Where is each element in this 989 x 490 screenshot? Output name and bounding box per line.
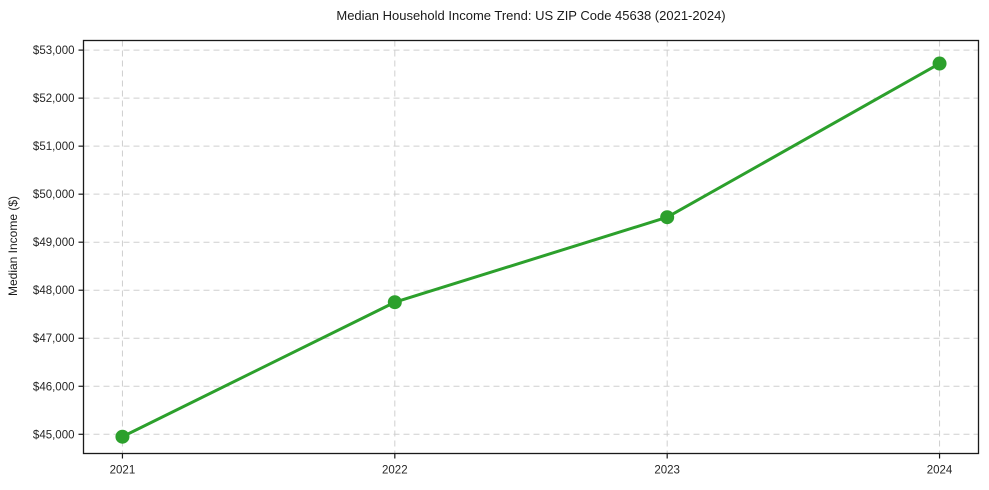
data-point-2023 (660, 210, 675, 225)
y-tick-label: $52,000 (33, 93, 75, 105)
y-tick-label: $51,000 (33, 141, 75, 153)
data-point-2021 (115, 429, 130, 444)
y-tick-label: $50,000 (33, 189, 75, 201)
y-tick-label: $45,000 (33, 429, 75, 441)
data-point-2024 (932, 56, 947, 71)
x-tick-label: 2022 (382, 465, 408, 477)
plot-frame (82, 39, 980, 455)
y-tick-label: $47,000 (33, 333, 75, 345)
chart-title: Median Household Income Trend: US ZIP Co… (336, 8, 726, 23)
x-tick-label: 2024 (927, 465, 953, 477)
data-point-2022 (387, 295, 402, 310)
income-trend-line (120, 62, 942, 439)
y-tick-label: $48,000 (33, 285, 75, 297)
y-tick-label: $46,000 (33, 381, 75, 393)
x-tick-label: 2023 (654, 465, 680, 477)
y-tick-label: $53,000 (33, 45, 75, 57)
x-tick-label: 2021 (110, 465, 136, 477)
y-tick-label: $49,000 (33, 237, 75, 249)
